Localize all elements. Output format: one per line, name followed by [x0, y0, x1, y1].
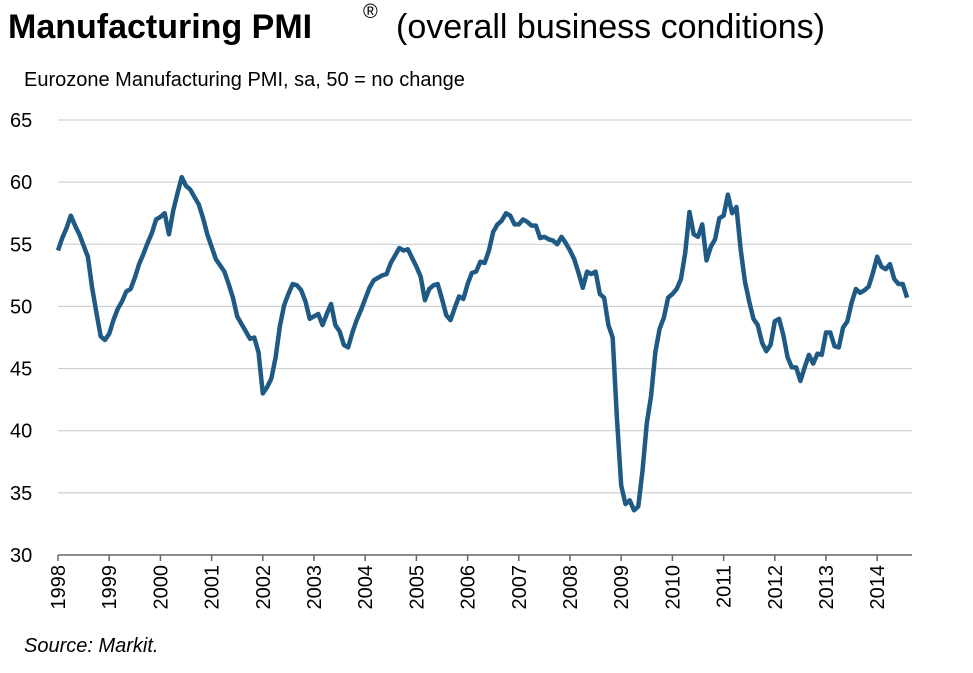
x-tick-label: 2012: [765, 565, 787, 610]
chart-title: Manufacturing PMI: [8, 8, 312, 46]
x-tick-label: 2006: [458, 565, 480, 610]
x-tick-label: 2007: [509, 565, 531, 610]
data-line: [55, 174, 910, 513]
x-tick-label: 2005: [406, 565, 428, 610]
y-tick-label: 60: [10, 172, 32, 194]
y-tick-label: 50: [10, 296, 32, 318]
title-mark: ®: [363, 1, 378, 23]
y-tick-label: 65: [10, 110, 32, 132]
x-tick-label: 2003: [304, 565, 326, 610]
title-suffix: (overall business conditions): [396, 8, 825, 46]
x-tick-label: 2011: [714, 565, 736, 608]
x-tick-label: 2009: [611, 565, 633, 610]
source: Source: Markit.: [24, 635, 158, 657]
y-tick-label: 30: [10, 545, 32, 567]
x-tick-label: 2002: [253, 565, 275, 610]
x-tick-label: 1998: [48, 565, 70, 610]
x-tick-label: 2013: [816, 565, 838, 610]
y-tick-label: 40: [10, 421, 32, 443]
y-tick-label: 35: [10, 483, 32, 505]
x-tick-label: 2004: [355, 565, 377, 610]
x-tick-label: 2001: [202, 565, 224, 610]
subtitle: Eurozone Manufacturing PMI, sa, 50 = no …: [24, 69, 465, 91]
x-tick-label: 2008: [560, 565, 582, 610]
y-tick-label: 55: [10, 234, 32, 256]
x-tick-label: 2000: [150, 565, 172, 610]
x-tick-label: 2010: [662, 565, 684, 610]
x-tick-label: 1999: [99, 565, 121, 610]
y-tick-label: 45: [10, 359, 32, 381]
x-tick-label: 2014: [867, 565, 889, 610]
